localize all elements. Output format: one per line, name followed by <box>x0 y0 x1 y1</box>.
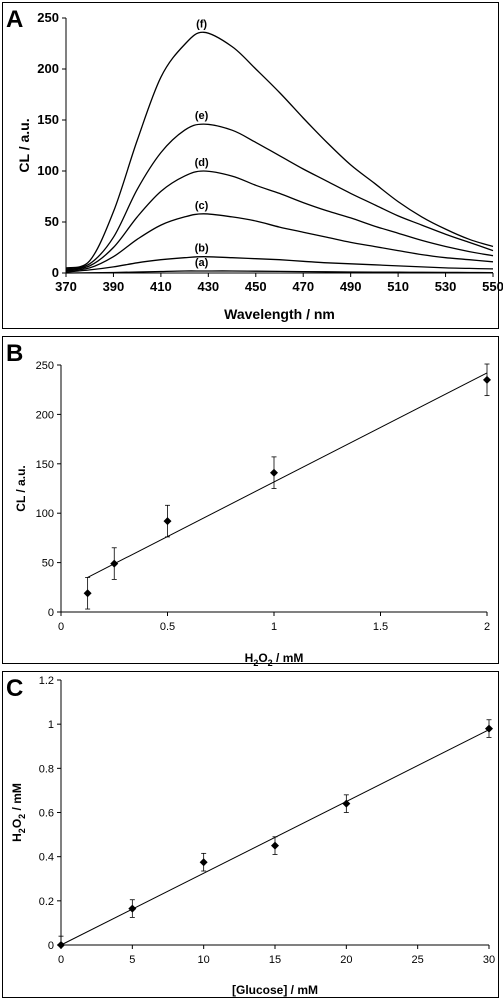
x-tick-label: 0 <box>58 954 64 966</box>
x-tick-label: 2 <box>484 621 490 633</box>
data-point <box>271 841 279 850</box>
x-tick-label: 470 <box>292 279 314 294</box>
y-tick-label: 50 <box>42 558 54 570</box>
y-axis-label-part: O <box>10 819 24 828</box>
panel-letter: B <box>6 340 23 367</box>
y-tick-label: 50 <box>45 214 59 229</box>
y-tick-label: 250 <box>37 10 59 25</box>
panel-letter: C <box>6 675 23 702</box>
y-tick-label: 0.6 <box>39 808 54 820</box>
x-tick-label: 530 <box>435 279 457 294</box>
y-tick-label: 1.2 <box>39 675 54 687</box>
panel-b: B 0 0.5 1 1.5 2 0 50 100 150 200 250 H2O2 / mM CL / a… <box>2 336 499 668</box>
y-axis-label-part: 2 <box>17 828 27 833</box>
y-axis-label-part: 2 <box>17 814 27 819</box>
x-tick-label: 30 <box>483 954 495 966</box>
data-point <box>57 941 65 949</box>
panel-a: A 370 390 410 430 450 470 490 510 530 550 0 50 100 150… <box>2 2 503 329</box>
chart-c-svg: C 0 5 10 15 20 25 30 0 0.2 0.4 0.6 0.8 1 1.2 [Glucose] … <box>6 675 495 997</box>
x-tick-label: 1 <box>271 621 277 633</box>
data-point <box>83 589 92 598</box>
data-point <box>163 517 172 526</box>
y-axis-label-part: / mM <box>10 783 24 814</box>
x-tick-label: 410 <box>150 279 172 294</box>
y-tick-label: 200 <box>36 409 54 421</box>
y-axis-label: H2O2 / mM <box>10 783 27 842</box>
data-point <box>485 724 493 733</box>
series-line-f <box>65 31 494 269</box>
data-point <box>342 799 351 808</box>
x-tick-label: 15 <box>269 954 281 966</box>
y-tick-label: 100 <box>36 508 54 520</box>
panel-c: C 0 5 10 15 20 25 30 0 0.2 0.4 0.6 0.8 1 1.2 [Glucose] … <box>2 671 499 998</box>
x-axis-label-part: 2 <box>268 658 273 668</box>
series-label-e: (e) <box>195 110 209 122</box>
y-tick-label: 0.8 <box>39 763 54 775</box>
x-tick-label: 450 <box>245 279 267 294</box>
x-axis-label-part: O <box>258 651 267 665</box>
y-tick-label: 200 <box>37 61 59 76</box>
x-tick-label: 0 <box>58 621 64 633</box>
x-tick-label: 0.5 <box>160 621 175 633</box>
y-axis-label: CL / a.u. <box>16 118 32 172</box>
series-line-e <box>65 123 494 270</box>
data-point <box>128 904 137 913</box>
x-tick-label: 10 <box>198 954 210 966</box>
x-axis-label-part: 2 <box>253 658 258 668</box>
data-point <box>483 375 491 384</box>
series-line-c <box>65 213 494 272</box>
trendline <box>87 372 488 578</box>
y-tick-label: 0.4 <box>39 852 54 864</box>
y-tick-label: 0 <box>52 265 59 280</box>
series-label-f: (f) <box>196 18 207 30</box>
chart-a-svg: A 370 390 410 430 450 470 490 510 530 550 0 50 100 150… <box>6 6 503 322</box>
series-line-d <box>65 170 494 271</box>
panel-letter: A <box>6 6 23 33</box>
x-tick-label: 390 <box>103 279 125 294</box>
data-point <box>270 468 278 477</box>
x-tick-label: 510 <box>387 279 409 294</box>
series-line-a <box>65 270 494 274</box>
x-axis-label-part: H <box>245 651 254 665</box>
data-point <box>199 858 208 867</box>
y-tick-label: 250 <box>36 360 54 372</box>
x-tick-label: 490 <box>340 279 362 294</box>
y-tick-label: 0.2 <box>39 896 54 908</box>
x-tick-label: 550 <box>482 279 503 294</box>
series-label-a: (a) <box>195 257 209 269</box>
y-tick-label: 150 <box>37 112 59 127</box>
series-line-b <box>65 256 494 273</box>
y-tick-label: 0 <box>48 607 54 619</box>
x-axis-label-part: / mM <box>273 651 304 665</box>
x-axis-label: Wavelength / nm <box>224 306 335 322</box>
x-tick-label: 25 <box>412 954 424 966</box>
series-label-b: (b) <box>195 243 209 255</box>
x-tick-label: 5 <box>129 954 135 966</box>
y-tick-label: 150 <box>36 459 54 471</box>
y-tick-label: 0 <box>48 940 54 952</box>
x-tick-label: 1.5 <box>373 621 388 633</box>
x-axis-label: [Glucose] / mM <box>232 983 318 997</box>
y-tick-label: 1 <box>48 719 54 731</box>
data-point <box>110 559 119 568</box>
series-label-d: (d) <box>195 157 209 169</box>
y-axis-label-part: H <box>10 833 24 842</box>
y-axis-label: CL / a.u. <box>14 465 28 511</box>
x-tick-label: 430 <box>197 279 219 294</box>
x-tick-label: 370 <box>55 279 77 294</box>
x-tick-label: 20 <box>340 954 352 966</box>
series-label-c: (c) <box>195 200 209 212</box>
y-tick-label: 100 <box>37 163 59 178</box>
x-axis-label: H2O2 / mM <box>245 651 304 668</box>
